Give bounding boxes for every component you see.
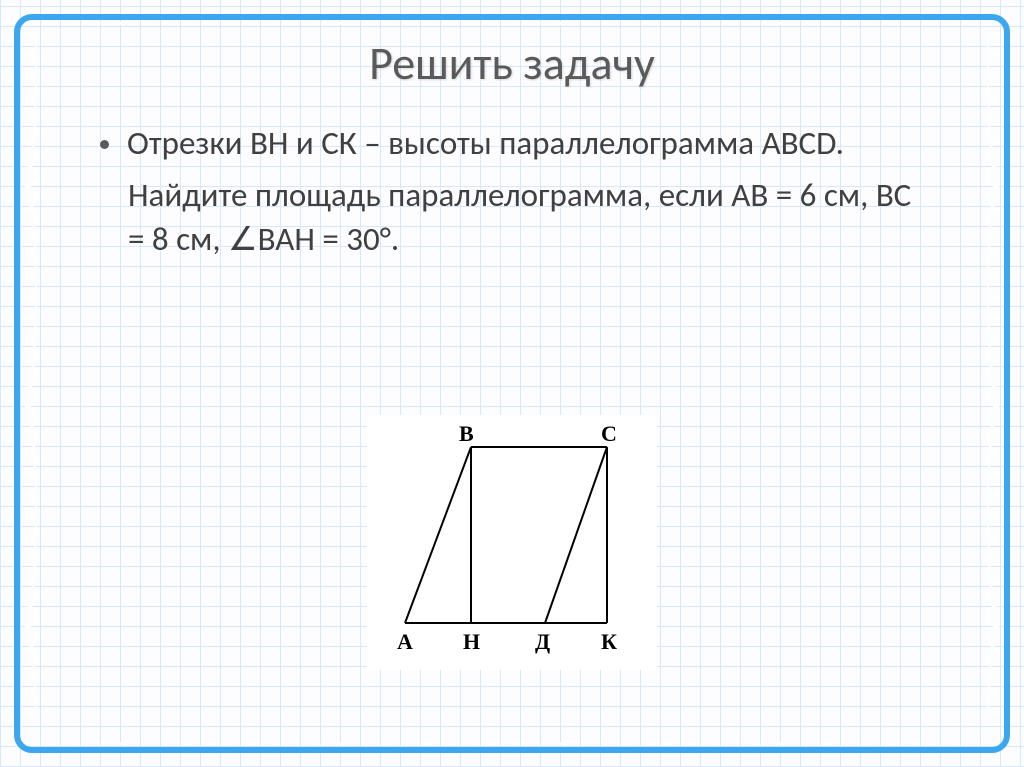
vertex-label-c: С (601, 421, 617, 447)
parallelogram-diagram: В С А Н Д К (367, 415, 657, 670)
vertex-label-a: А (397, 629, 413, 655)
slide: Решить задачу Отрезки ВН и СК – высоты п… (0, 0, 1024, 767)
vertex-label-k: К (601, 629, 617, 655)
vertex-label-b: В (459, 421, 474, 447)
vertex-label-h: Н (463, 629, 480, 655)
vertex-label-d: Д (535, 629, 550, 655)
